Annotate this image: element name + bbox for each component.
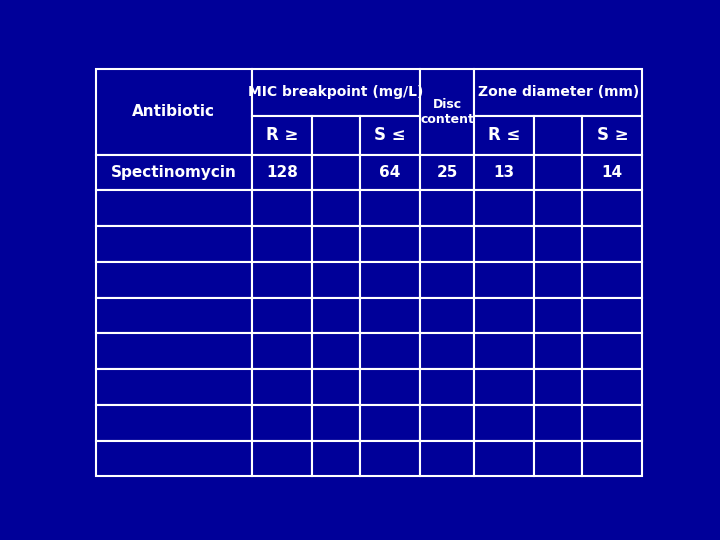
Bar [252, 298, 312, 333]
Bar [360, 405, 420, 441]
Bar [252, 69, 420, 116]
Bar [312, 226, 360, 262]
Bar [474, 298, 534, 333]
Bar [420, 333, 474, 369]
Text: Antibiotic: Antibiotic [132, 104, 215, 119]
Bar [360, 262, 420, 298]
Text: S ≤: S ≤ [374, 126, 406, 144]
Bar [312, 441, 360, 476]
Bar [582, 298, 642, 333]
Bar [312, 333, 360, 369]
Bar [360, 298, 420, 333]
Bar [420, 441, 474, 476]
Bar [360, 441, 420, 476]
Bar [312, 298, 360, 333]
Bar [312, 190, 360, 226]
Bar [252, 154, 312, 190]
Text: 64: 64 [379, 165, 401, 180]
Bar [474, 369, 534, 405]
Bar [312, 262, 360, 298]
Bar [252, 369, 312, 405]
Text: Disc
content: Disc content [420, 98, 474, 126]
Bar [96, 298, 252, 333]
Bar [252, 116, 312, 154]
Bar [360, 116, 420, 154]
Bar [420, 369, 474, 405]
Bar [420, 190, 474, 226]
Bar [420, 154, 474, 190]
Bar [582, 441, 642, 476]
Bar [582, 226, 642, 262]
Bar [312, 369, 360, 405]
Text: Spectinomycin: Spectinomycin [111, 165, 237, 180]
Bar [360, 333, 420, 369]
Bar [96, 262, 252, 298]
Bar [96, 154, 252, 190]
Bar [312, 154, 360, 190]
Bar [534, 369, 582, 405]
Bar [96, 226, 252, 262]
Bar [582, 154, 642, 190]
Bar [312, 116, 360, 154]
Bar [252, 333, 312, 369]
Bar [360, 369, 420, 405]
Bar [582, 116, 642, 154]
Bar [534, 441, 582, 476]
Text: S ≥: S ≥ [597, 126, 628, 144]
Bar [534, 405, 582, 441]
Bar [360, 226, 420, 262]
Bar [96, 69, 252, 154]
Bar [252, 441, 312, 476]
Bar [96, 333, 252, 369]
Bar [582, 369, 642, 405]
Text: R ≤: R ≤ [488, 126, 521, 144]
Text: R ≥: R ≥ [266, 126, 298, 144]
Bar [534, 190, 582, 226]
Text: 128: 128 [266, 165, 298, 180]
Bar [582, 190, 642, 226]
Text: 13: 13 [494, 165, 515, 180]
Bar [474, 69, 642, 116]
Bar [252, 190, 312, 226]
Bar [420, 262, 474, 298]
Bar [474, 154, 534, 190]
Bar [534, 262, 582, 298]
Bar [474, 441, 534, 476]
Bar [360, 190, 420, 226]
Bar [420, 405, 474, 441]
Text: MIC breakpoint (mg/L): MIC breakpoint (mg/L) [248, 85, 423, 99]
Bar [534, 116, 582, 154]
Bar [474, 190, 534, 226]
Bar [96, 405, 252, 441]
Bar [474, 333, 534, 369]
Bar [582, 405, 642, 441]
Bar [474, 262, 534, 298]
Bar [534, 226, 582, 262]
Bar [252, 262, 312, 298]
Bar [360, 154, 420, 190]
Bar [534, 298, 582, 333]
Text: Zone diameter (mm): Zone diameter (mm) [477, 85, 639, 99]
Bar [582, 333, 642, 369]
Bar [534, 154, 582, 190]
Text: 25: 25 [436, 165, 458, 180]
Bar [420, 69, 474, 154]
Bar [420, 226, 474, 262]
Bar [582, 262, 642, 298]
Bar [96, 441, 252, 476]
Bar [420, 298, 474, 333]
Bar [96, 190, 252, 226]
Bar [534, 333, 582, 369]
Bar [474, 226, 534, 262]
Text: 14: 14 [602, 165, 623, 180]
Bar [252, 405, 312, 441]
Bar [312, 405, 360, 441]
Bar [252, 226, 312, 262]
Bar [474, 405, 534, 441]
Bar [96, 369, 252, 405]
Bar [474, 116, 534, 154]
